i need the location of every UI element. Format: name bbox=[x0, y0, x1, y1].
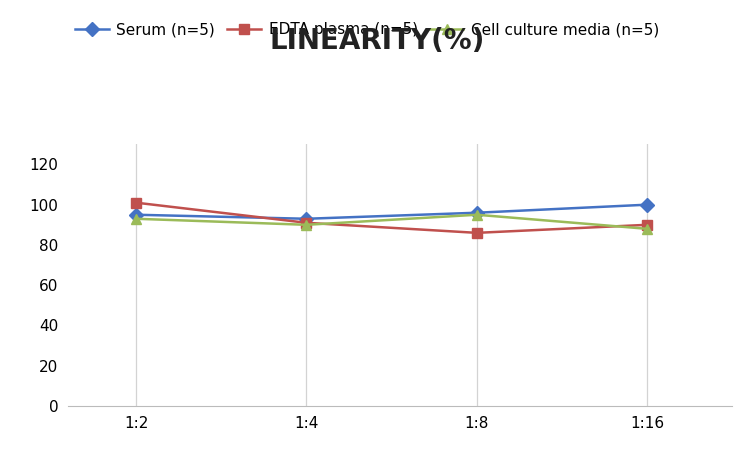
Cell culture media (n=5) bbox=[643, 226, 652, 231]
Line: Serum (n=5): Serum (n=5) bbox=[131, 200, 652, 224]
Cell culture media (n=5) bbox=[302, 222, 311, 227]
Cell culture media (n=5) bbox=[473, 212, 482, 217]
EDTA plasma (n=5) bbox=[131, 200, 140, 205]
Cell culture media (n=5) bbox=[131, 216, 140, 221]
Serum (n=5) bbox=[302, 216, 311, 221]
Serum (n=5) bbox=[131, 212, 140, 217]
Text: LINEARITY(%): LINEARITY(%) bbox=[270, 27, 485, 55]
Line: EDTA plasma (n=5): EDTA plasma (n=5) bbox=[131, 198, 652, 238]
Serum (n=5) bbox=[643, 202, 652, 207]
Line: Cell culture media (n=5): Cell culture media (n=5) bbox=[131, 210, 652, 234]
EDTA plasma (n=5) bbox=[302, 220, 311, 226]
Serum (n=5) bbox=[473, 210, 482, 216]
EDTA plasma (n=5) bbox=[473, 230, 482, 235]
EDTA plasma (n=5) bbox=[643, 222, 652, 227]
Legend: Serum (n=5), EDTA plasma (n=5), Cell culture media (n=5): Serum (n=5), EDTA plasma (n=5), Cell cul… bbox=[69, 16, 665, 43]
